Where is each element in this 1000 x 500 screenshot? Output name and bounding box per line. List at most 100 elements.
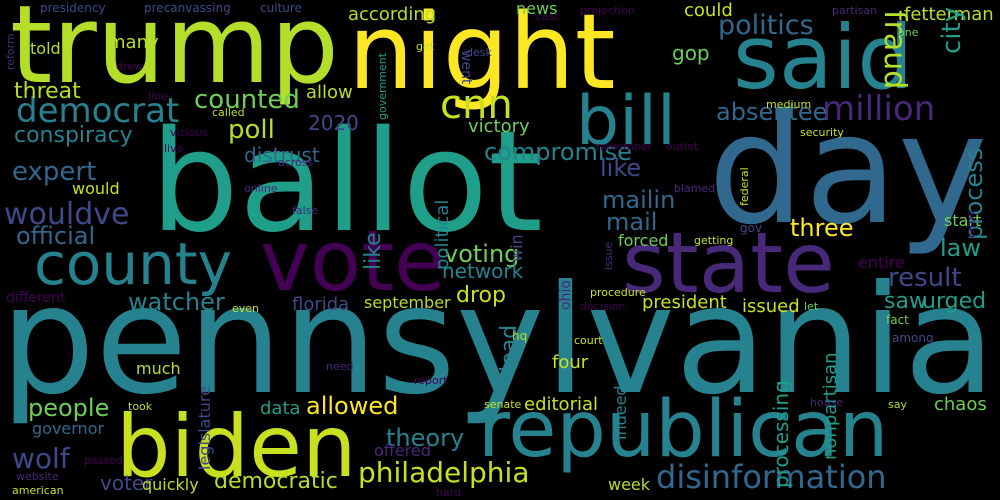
word-democrat: democrat	[16, 91, 179, 131]
word-city: city	[937, 7, 967, 54]
word-night: night	[348, 0, 616, 113]
word-political: political	[432, 200, 453, 270]
word-security: security	[800, 126, 844, 139]
word-getting: even	[232, 302, 259, 315]
word-lead: lead	[497, 325, 522, 372]
word-issue: getting	[694, 234, 733, 247]
word-let: fact	[886, 313, 909, 327]
word-president: president	[642, 292, 727, 313]
word-across: across	[278, 156, 314, 169]
word-issued: issued	[742, 296, 800, 317]
word-procedure: decision	[580, 300, 625, 313]
word-republican: republican	[478, 385, 888, 475]
word-medium: medium	[766, 98, 811, 111]
word-theory: theory	[386, 424, 464, 452]
word-told: told	[30, 39, 61, 58]
word-allow: allow	[306, 82, 353, 103]
word-hq: hq	[512, 329, 527, 343]
word-precanvassing: precanvassing	[144, 1, 231, 15]
word-reform: reform	[4, 33, 17, 70]
word-american: hard	[436, 486, 461, 499]
word-according: according	[348, 4, 436, 25]
word-desk: desk	[466, 46, 492, 59]
word-went: went	[458, 50, 474, 85]
word-biden: biden	[116, 397, 357, 497]
word-absentee: mail	[606, 208, 657, 236]
word-politics: politics	[718, 10, 814, 41]
word-allowed: allowed	[306, 392, 398, 420]
word-vicious: vicious	[170, 126, 208, 139]
word-pennsylvania: pennsylvania	[0, 254, 996, 428]
word-drop: drop	[456, 283, 506, 308]
word-wolf: wolf	[12, 442, 71, 475]
word-day: day	[708, 81, 988, 258]
word-distrust: distrust	[244, 143, 320, 167]
word-win: win	[507, 234, 526, 262]
word-county: county	[34, 230, 232, 298]
word-ballot: ballot	[150, 101, 543, 264]
word-ohio: ohio	[558, 280, 574, 310]
word-cast: cast	[536, 10, 560, 23]
word-get: get	[416, 40, 435, 53]
word-need: report	[414, 374, 448, 387]
word-official: official	[16, 222, 95, 250]
word-editorial: editorial	[524, 394, 598, 415]
word-fact: among	[892, 331, 934, 345]
word-law: law	[940, 234, 981, 262]
word-processing: processing	[769, 380, 793, 488]
word-week: week	[608, 475, 651, 494]
word-among: court	[574, 334, 603, 347]
word-one: one	[898, 26, 919, 39]
word-decision: let	[804, 300, 819, 313]
word-network: network	[442, 259, 524, 283]
word-watcher: watcher	[128, 288, 225, 316]
word-report: took	[128, 400, 153, 413]
word-fetterman: fetterman	[904, 4, 994, 25]
word-quickly: quickly	[142, 475, 199, 494]
word-house: say	[888, 398, 907, 411]
word-data: data	[260, 398, 301, 419]
word-line: line	[148, 90, 168, 103]
word-saw: saw	[884, 289, 927, 314]
word-fraud: fraud	[877, 10, 912, 89]
word-entire: entire	[858, 253, 905, 272]
word-florida: florida	[292, 294, 349, 315]
word-compromise: like	[361, 232, 386, 270]
word-took: senate	[484, 398, 522, 411]
word-indeed: indeed	[611, 385, 630, 440]
word-could: could	[684, 0, 733, 21]
word-gop: gop	[672, 41, 710, 65]
word-website: american	[12, 484, 64, 497]
word-three: three	[790, 214, 854, 242]
word-philadelphia: philadelphia	[358, 456, 529, 489]
word-partisan: partisan	[832, 4, 877, 17]
word-news: news	[516, 0, 557, 18]
word-court: need	[326, 360, 354, 373]
word-debunked: order	[965, 210, 978, 240]
word-chaos: chaos	[934, 394, 987, 415]
word-four: four	[552, 352, 589, 373]
word-federal: online	[244, 182, 278, 195]
word-cnn: cnn	[440, 82, 513, 128]
word-legislature: legislature	[195, 386, 214, 470]
word-result: result	[888, 263, 962, 293]
word-expert: expert	[12, 157, 96, 187]
word-online: federal	[738, 167, 751, 206]
word-forced: forced	[618, 231, 668, 250]
word-victory: victory	[468, 116, 530, 137]
word-voter: voter	[100, 471, 153, 495]
word-september: september	[364, 293, 451, 312]
word-even: procedure	[590, 286, 646, 299]
word-state: state	[622, 214, 835, 312]
word-process: process	[960, 148, 988, 240]
word-outlet: outlet	[666, 140, 699, 153]
word-culture: culture	[260, 1, 302, 15]
word-many: many	[108, 32, 159, 53]
word-like: compromise	[484, 138, 632, 166]
word-passed: website	[16, 470, 59, 483]
word-poll: poll	[228, 115, 275, 145]
word-vote: vote	[260, 212, 446, 310]
word-projection: projection	[580, 4, 635, 17]
